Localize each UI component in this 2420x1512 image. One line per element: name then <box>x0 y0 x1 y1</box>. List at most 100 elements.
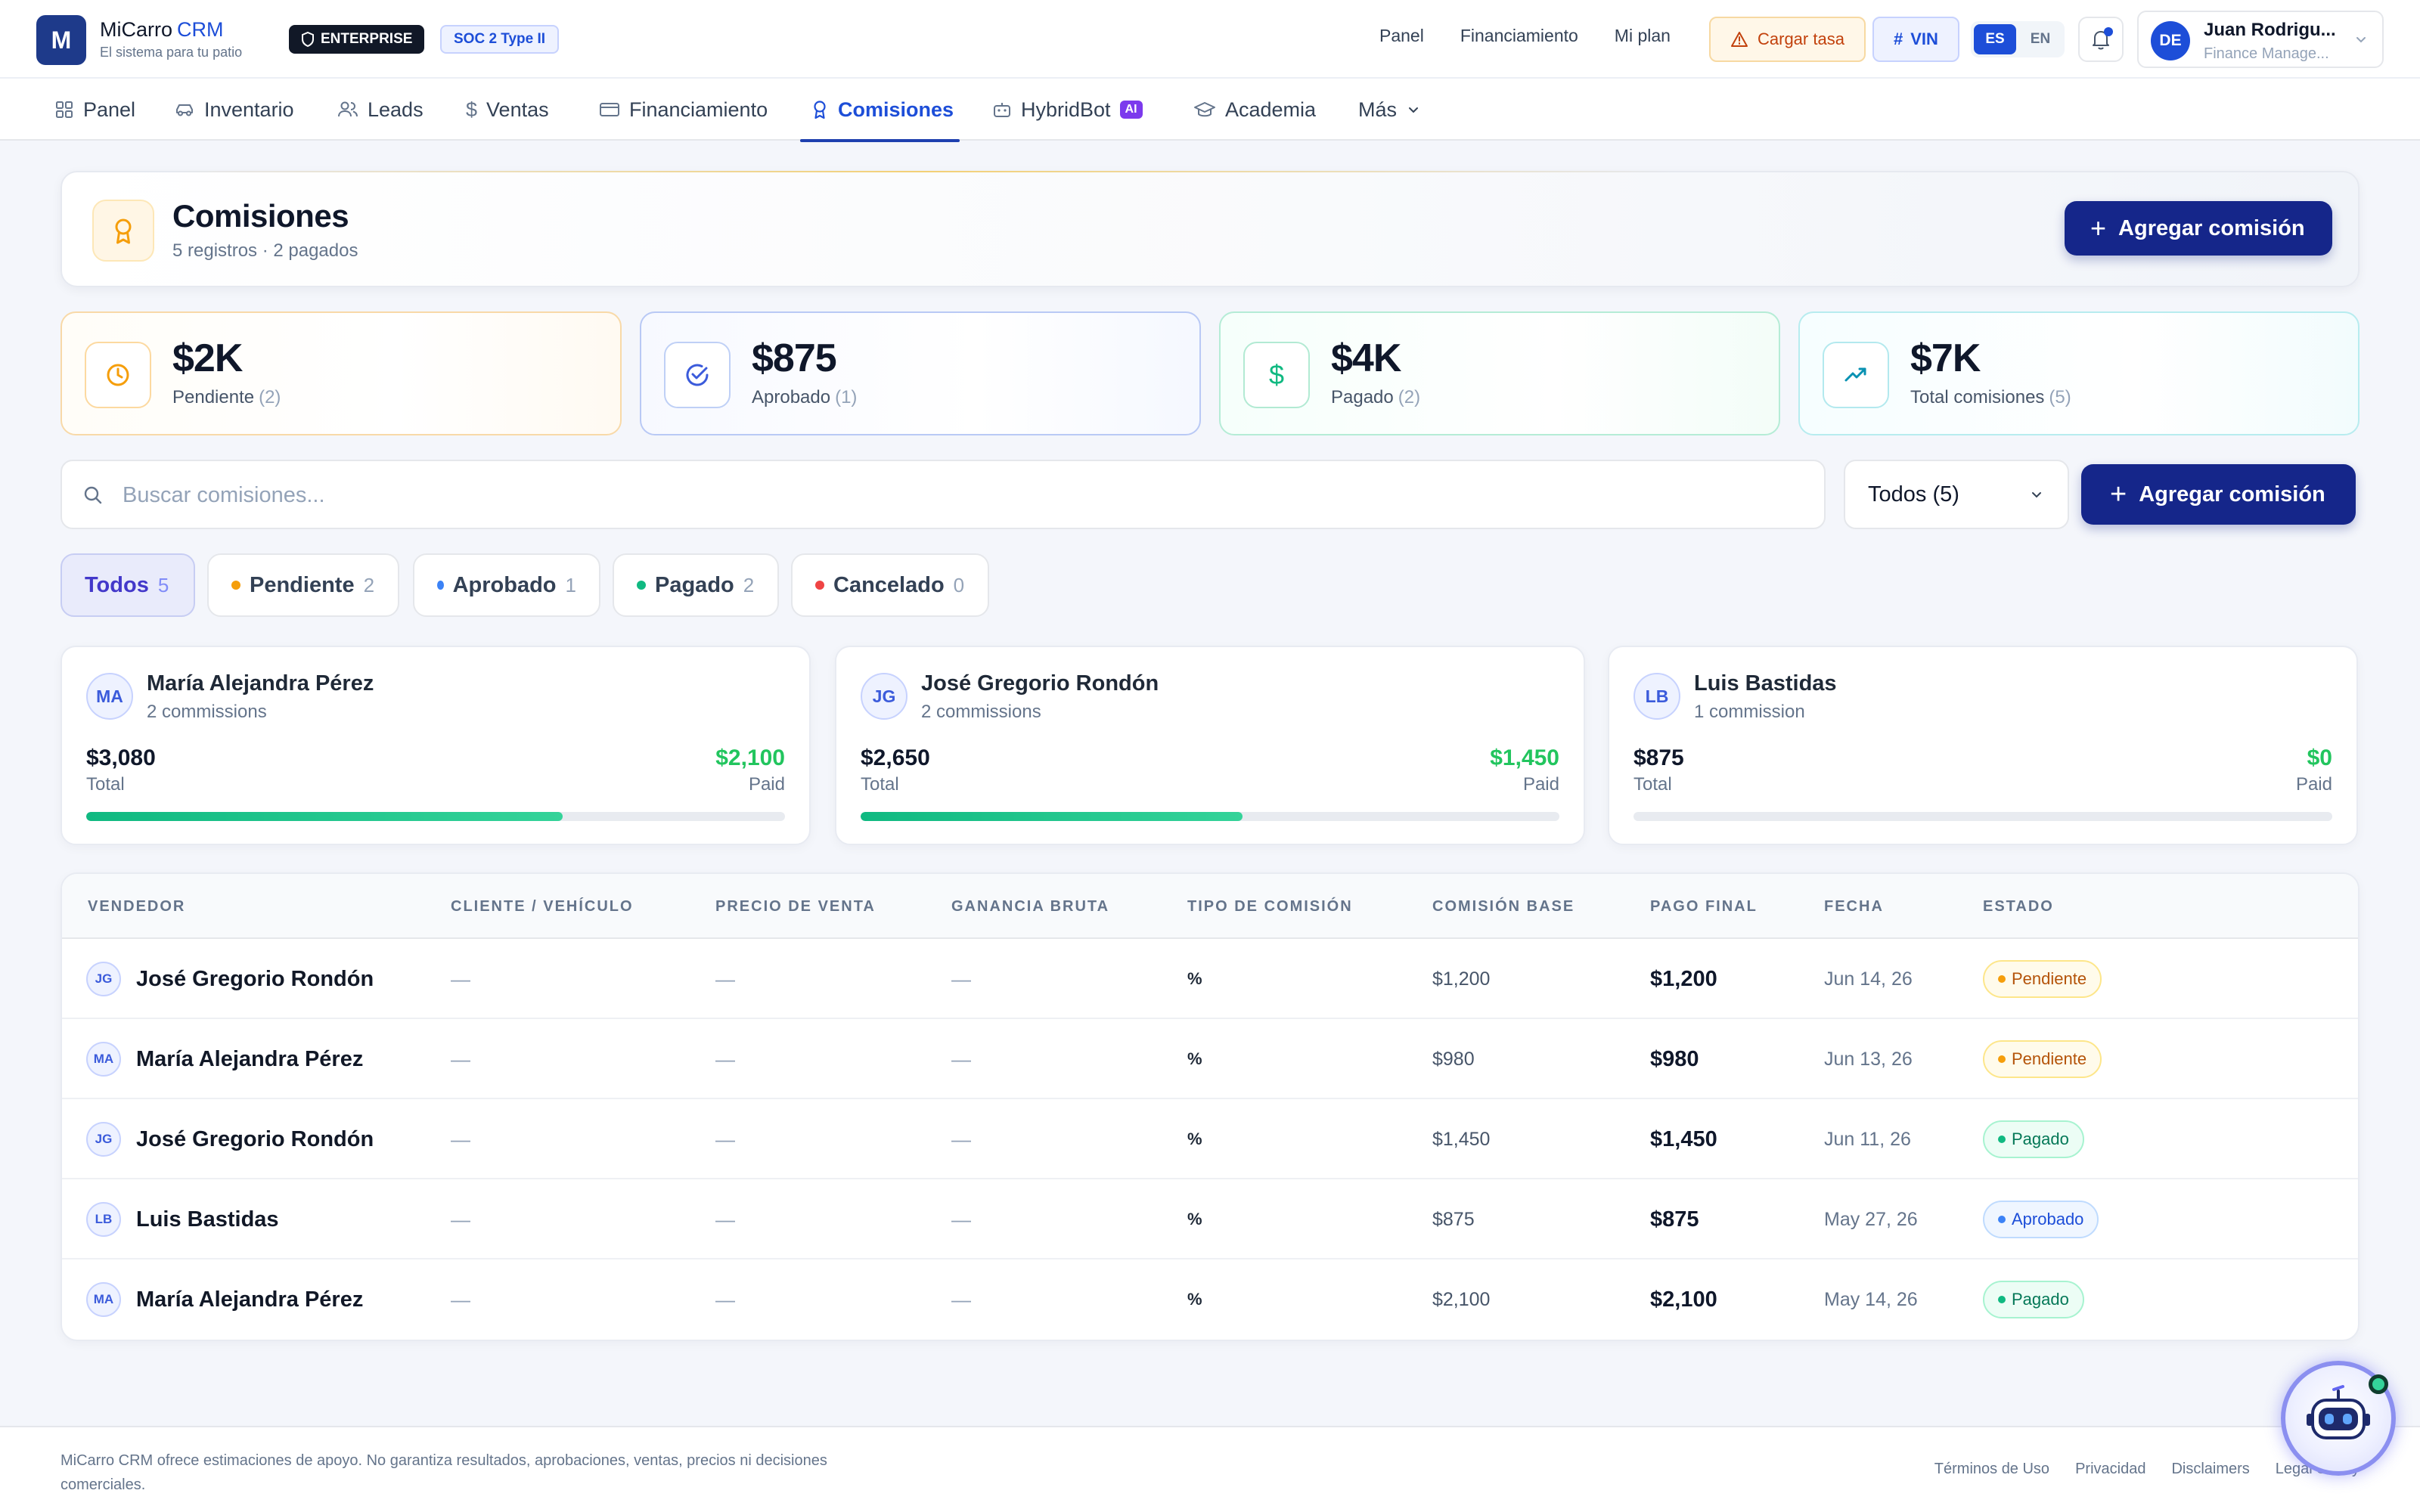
grid-icon <box>56 101 73 118</box>
column-header[interactable]: PAGO FINAL <box>1650 898 1758 915</box>
vin-button[interactable]: # VIN <box>1872 17 1959 62</box>
status-select[interactable]: Todos (5) <box>1844 460 2069 529</box>
seller-name: Luis Bastidas <box>1694 671 1837 696</box>
page-header-card: Comisiones 5 registros · 2 pagados + Agr… <box>60 171 2360 287</box>
table-row[interactable]: MA María Alejandra Pérez — — — % $2,100 $… <box>62 1259 2358 1340</box>
column-header[interactable]: VENDEDOR <box>88 898 186 915</box>
nav-comisiones[interactable]: Comisiones <box>799 79 960 142</box>
search-input[interactable] <box>123 475 1786 516</box>
column-header[interactable]: GANANCIA BRUTA <box>951 898 1110 915</box>
column-header[interactable]: FECHA <box>1824 898 1884 915</box>
final-payment-cell: $2,100 <box>1650 1287 1717 1312</box>
stat-card-pendiente[interactable]: $2K Pendiente (2) <box>60 311 622 435</box>
vendor-name[interactable]: María Alejandra Pérez <box>136 1287 364 1312</box>
add-commission-button[interactable]: + Agregar comisión <box>2065 201 2332 256</box>
vendor-cell: JG José Gregorio Rondón <box>86 939 374 1019</box>
user-role: Finance Manage... <box>2204 45 2329 62</box>
hybridbot-launcher[interactable] <box>2281 1361 2396 1476</box>
table-row[interactable]: MA María Alejandra Pérez — — — % $980 $98… <box>62 1019 2358 1099</box>
paid-progress-fill <box>861 812 1243 821</box>
column-header[interactable]: CLIENTE / VEHÍCULO <box>451 898 634 915</box>
nav-ventas[interactable]: $ Ventas <box>466 79 549 141</box>
stat-card-total[interactable]: $7K Total comisiones (5) <box>1798 311 2360 435</box>
nav-academia[interactable]: Academia <box>1193 79 1316 141</box>
base-commission-cell: $1,200 <box>1432 968 1491 990</box>
nav-hybridbot[interactable]: HybridBot AI <box>992 79 1143 141</box>
filter-tab-pagado[interactable]: Pagado 2 <box>613 553 779 617</box>
brand: MiCarro CRM El sistema para tu patio <box>100 18 242 60</box>
lang-es-button[interactable]: ES <box>1974 24 2016 54</box>
final-payment-cell: $1,450 <box>1650 1126 1717 1151</box>
date-cell: Jun 13, 26 <box>1824 1048 1913 1070</box>
vendor-name[interactable]: José Gregorio Rondón <box>136 1126 374 1151</box>
seller-card[interactable]: LB Luis Bastidas 1 commission $875 Total… <box>1608 646 2358 845</box>
award-icon <box>814 101 826 119</box>
enterprise-badge-label: ENTERPRISE <box>321 31 413 47</box>
footer-link-privacy[interactable]: Privacidad <box>2075 1461 2146 1477</box>
seller-card[interactable]: MA María Alejandra Pérez 2 commissions $… <box>60 646 811 845</box>
nav-financiamiento[interactable]: Financiamiento <box>599 79 768 141</box>
column-header[interactable]: COMISIÓN BASE <box>1432 898 1575 915</box>
app-logo[interactable]: M <box>36 15 86 65</box>
stat-label-pendiente: Pendiente (2) <box>172 387 281 408</box>
status-dot <box>1998 1296 2006 1303</box>
table-row[interactable]: LB Luis Bastidas — — — % $875 $875 May 27… <box>62 1179 2358 1259</box>
notifications-button[interactable] <box>2078 17 2124 62</box>
footer-link-terms[interactable]: Términos de Uso <box>1934 1461 2050 1477</box>
add-commission-label: Agregar comisión <box>2139 482 2325 507</box>
status-dot <box>637 581 646 590</box>
nav-ventas-label: Ventas <box>486 98 549 121</box>
graduation-cap-icon <box>1194 102 1215 117</box>
filter-tab-cancelado[interactable]: Cancelado 0 <box>791 553 989 617</box>
seller-paid-label: Paid <box>1522 774 1559 795</box>
filter-label: Aprobado <box>452 572 557 597</box>
final-payment-cell: $875 <box>1650 1207 1699 1232</box>
top-link-panel[interactable]: Panel <box>1379 26 1424 45</box>
vendor-name[interactable]: María Alejandra Pérez <box>136 1046 364 1071</box>
nav-inventario[interactable]: Inventario <box>174 79 294 141</box>
sale-price-cell: — <box>715 1287 735 1311</box>
avatar: MA <box>86 673 133 720</box>
column-header[interactable]: PRECIO DE VENTA <box>715 898 876 915</box>
cargar-tasa-button[interactable]: Cargar tasa <box>1709 17 1866 62</box>
stat-icon-total <box>1823 342 1889 408</box>
nav-leads[interactable]: Leads <box>337 79 424 141</box>
stat-label-text: Pendiente <box>172 387 255 407</box>
status-dot <box>437 581 444 590</box>
vendor-name[interactable]: Luis Bastidas <box>136 1207 279 1232</box>
top-link-mi-plan[interactable]: Mi plan <box>1614 26 1671 45</box>
nav-academia-label: Academia <box>1225 98 1317 121</box>
brand-name-suffix: CRM <box>177 18 224 41</box>
column-header[interactable]: ESTADO <box>1983 898 2054 915</box>
date-cell: May 27, 26 <box>1824 1208 1918 1230</box>
sale-price-cell: — <box>715 1127 735 1151</box>
seller-paid: $0 <box>2307 745 2332 770</box>
status-cell: Pendiente <box>1983 1019 2102 1099</box>
add-commission-button-secondary[interactable]: + Agregar comisión <box>2081 464 2356 525</box>
footer-link-disclaimers[interactable]: Disclaimers <box>2171 1461 2250 1477</box>
stat-icon-pagado: $ <box>1243 342 1310 408</box>
table-row[interactable]: JG José Gregorio Rondón — — — % $1,200 $1… <box>62 939 2358 1019</box>
seller-card[interactable]: JG José Gregorio Rondón 2 commissions $2… <box>835 646 1585 845</box>
stat-card-aprobado[interactable]: $875 Aprobado (1) <box>640 311 1201 435</box>
top-link-financiamiento[interactable]: Financiamiento <box>1460 26 1578 45</box>
filter-tab-pendiente[interactable]: Pendiente 2 <box>207 553 399 617</box>
lang-en-button[interactable]: EN <box>2030 31 2051 47</box>
notification-dot <box>2104 27 2113 36</box>
nav-mas[interactable]: Más <box>1358 79 1421 141</box>
filter-tab-todos[interactable]: Todos 5 <box>60 553 195 617</box>
stat-card-pagado[interactable]: $ $4K Pagado (2) <box>1219 311 1780 435</box>
table-row[interactable]: JG José Gregorio Rondón — — — % $1,450 $1… <box>62 1099 2358 1179</box>
car-icon <box>176 104 193 116</box>
vendor-name[interactable]: José Gregorio Rondón <box>136 966 374 991</box>
nav-panel[interactable]: Panel <box>54 79 135 141</box>
filter-tab-aprobado[interactable]: Aprobado 1 <box>413 553 600 617</box>
status-badge-label: Pendiente <box>2012 969 2087 988</box>
user-menu[interactable]: DE Juan Rodrigu... Finance Manage... <box>2137 11 2384 68</box>
commission-type-cell: % <box>1187 1129 1202 1148</box>
stat-value-pagado: $4K <box>1331 336 1401 380</box>
status-badge-label: Pagado <box>2012 1129 2069 1148</box>
seller-paid-label: Paid <box>2295 774 2332 795</box>
seller-paid-label: Paid <box>748 774 785 795</box>
column-header[interactable]: TIPO DE COMISIÓN <box>1187 898 1353 915</box>
